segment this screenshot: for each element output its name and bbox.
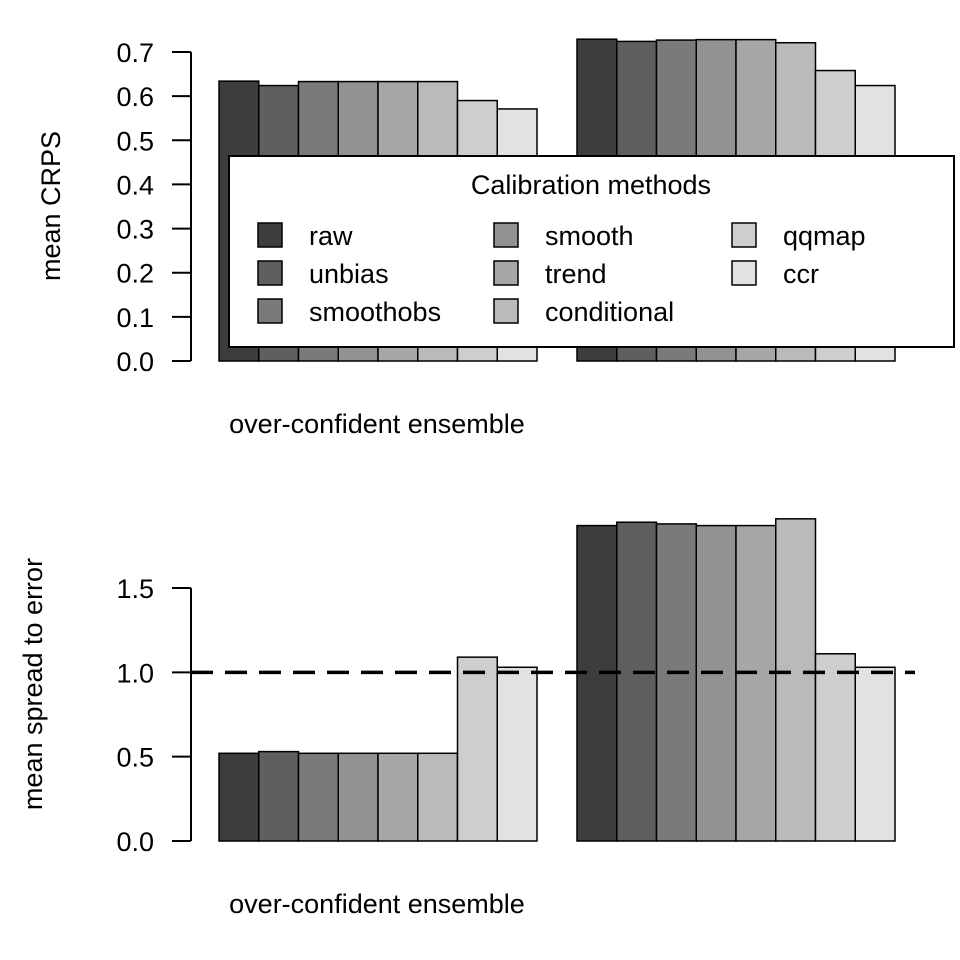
bar-raw: [218, 752, 260, 842]
legend-title: Calibration methods: [471, 170, 711, 200]
legend-swatch-smooth: [493, 222, 519, 248]
legend-label-smoothobs: smoothobs: [309, 297, 441, 327]
bar-smoothobs: [297, 752, 339, 842]
y-tick-label: 0.7: [116, 38, 154, 68]
bar-conditional: [775, 518, 817, 842]
bar-smoothobs: [655, 523, 697, 842]
y-tick-label: 1.0: [116, 658, 154, 688]
legend-label-trend: trend: [545, 259, 607, 289]
bar-smooth: [337, 752, 379, 842]
legend-swatch-unbias: [257, 260, 283, 286]
legend-swatch-trend: [493, 260, 519, 286]
bar-unbias: [258, 750, 300, 842]
bar-unbias: [616, 521, 658, 842]
spread-error-panel: 0.0 0.5 1.0 1.5 over-confident ensemble mean …: [18, 518, 915, 919]
y-tick-label: 0.4: [116, 170, 154, 200]
legend: Calibration methods raw unbias smoothobs smo…: [228, 155, 955, 348]
legend-label-conditional: conditional: [545, 297, 674, 327]
legend-swatch-smoothobs: [257, 298, 283, 324]
y-tick-label: 0.0: [116, 347, 154, 377]
legend-label-raw: raw: [309, 221, 353, 251]
bar-smooth: [695, 524, 737, 842]
x-axis-label: over-confident ensemble: [229, 409, 525, 439]
legend-label-qqmap: qqmap: [783, 221, 866, 251]
bar-ccr: [496, 666, 538, 842]
legend-swatch-ccr: [731, 260, 757, 286]
bar-qqmap: [456, 656, 498, 842]
legend-box: [228, 155, 955, 348]
y-axis-label: mean spread to error: [18, 558, 48, 810]
legend-swatch-raw: [257, 222, 283, 248]
y-tick-label: 0.5: [116, 743, 154, 773]
y-axis-label: mean CRPS: [36, 131, 66, 281]
legend-swatch-conditional: [493, 298, 519, 324]
y-tick-label: 1.5: [116, 574, 154, 604]
bar-raw: [576, 524, 618, 842]
y-tick-label: 0.1: [116, 303, 154, 333]
legend-label-smooth: smooth: [545, 221, 634, 251]
y-tick-label: 0.2: [116, 259, 154, 289]
bar-trend: [377, 752, 419, 842]
bar-trend: [735, 524, 777, 842]
x-axis-label: over-confident ensemble: [229, 889, 525, 919]
bar-conditional: [417, 752, 459, 842]
bar-qqmap: [814, 653, 856, 842]
y-tick-label: 0.6: [116, 82, 154, 112]
bar-ccr: [854, 666, 896, 842]
y-tick-label: 0.5: [116, 126, 154, 156]
y-tick-label: 0.0: [116, 827, 154, 857]
y-tick-label: 0.3: [116, 215, 154, 245]
legend-label-ccr: ccr: [783, 259, 819, 289]
legend-swatch-qqmap: [731, 222, 757, 248]
legend-label-unbias: unbias: [309, 259, 389, 289]
